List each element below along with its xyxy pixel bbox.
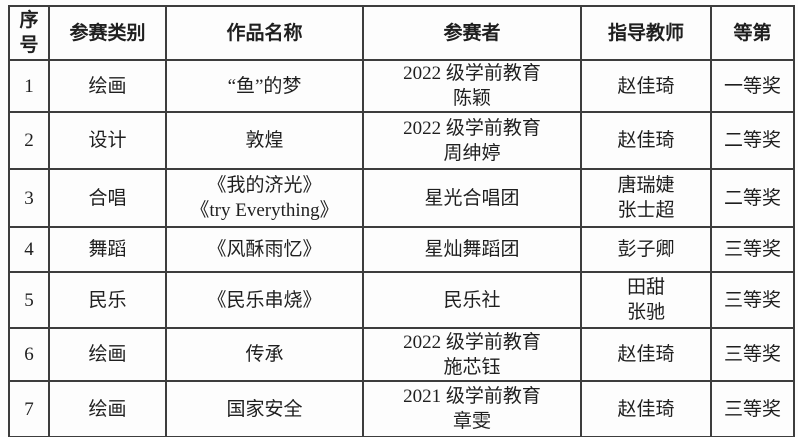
cell-category: 绘画	[48, 380, 167, 437]
cell-participant: 2022 级学前教育 陈颖	[362, 59, 582, 113]
table-row: 3 合唱 《我的济光》 《try Everything》 星光合唱团 唐瑞婕 张士超 二等…	[8, 168, 795, 228]
cell-participant: 2022 级学前教育 施芯钰	[362, 327, 582, 382]
cell-award: 一等奖	[710, 59, 795, 113]
table-row: 1 绘画 “鱼”的梦 2022 级学前教育 陈颖 赵佳琦 一等奖	[8, 59, 795, 113]
cell-award: 二等奖	[710, 168, 795, 228]
cell-participant: 星灿舞蹈团	[362, 226, 582, 273]
cell-award: 三等奖	[710, 327, 795, 382]
table-row: 4 舞蹈 《风酥雨忆》 星灿舞蹈团 彭子卿 三等奖	[8, 226, 795, 273]
table-row: 7 绘画 国家安全 2021 级学前教育 章雯 赵佳琦 三等奖	[8, 380, 795, 437]
cell-work-title: 《风酥雨忆》	[165, 226, 364, 273]
cell-number: 5	[8, 271, 50, 329]
cell-category: 绘画	[48, 59, 167, 113]
cell-teacher: 唐瑞婕 张士超	[580, 168, 712, 228]
cell-award: 三等奖	[710, 380, 795, 437]
cell-number: 6	[8, 327, 50, 382]
cell-number: 7	[8, 380, 50, 437]
cell-participant: 星光合唱团	[362, 168, 582, 228]
cell-award: 三等奖	[710, 271, 795, 329]
awards-table: 序 号 参赛类别 作品名称 参赛者 指导教师 等第 1 绘画 “鱼”的梦 2022 级…	[8, 5, 795, 437]
header-row: 序 号 参赛类别 作品名称 参赛者 指导教师 等第	[8, 5, 795, 61]
cell-teacher: 赵佳琦	[580, 111, 712, 170]
cell-number: 1	[8, 59, 50, 113]
cell-work-title: 《我的济光》 《try Everything》	[165, 168, 364, 228]
table-body: 1 绘画 “鱼”的梦 2022 级学前教育 陈颖 赵佳琦 一等奖 2 设计 敦煌 2022 级学前…	[8, 59, 795, 437]
cell-teacher: 赵佳琦	[580, 327, 712, 382]
cell-category: 绘画	[48, 327, 167, 382]
cell-number: 4	[8, 226, 50, 273]
cell-number: 3	[8, 168, 50, 228]
column-header-category: 参赛类别	[48, 5, 167, 61]
column-header-award: 等第	[710, 5, 795, 61]
cell-category: 民乐	[48, 271, 167, 329]
cell-participant: 2022 级学前教育 周绅婷	[362, 111, 582, 170]
cell-teacher: 田甜 张驰	[580, 271, 712, 329]
cell-work-title: “鱼”的梦	[165, 59, 364, 113]
column-header-participant: 参赛者	[362, 5, 582, 61]
cell-category: 舞蹈	[48, 226, 167, 273]
table-row: 5 民乐 《民乐串烧》 民乐社 田甜 张驰 三等奖	[8, 271, 795, 329]
cell-award: 二等奖	[710, 111, 795, 170]
table-row: 2 设计 敦煌 2022 级学前教育 周绅婷 赵佳琦 二等奖	[8, 111, 795, 170]
cell-teacher: 赵佳琦	[580, 380, 712, 437]
cell-teacher: 赵佳琦	[580, 59, 712, 113]
cell-participant: 民乐社	[362, 271, 582, 329]
cell-category: 合唱	[48, 168, 167, 228]
cell-participant: 2021 级学前教育 章雯	[362, 380, 582, 437]
column-header-teacher: 指导教师	[580, 5, 712, 61]
cell-work-title: 《民乐串烧》	[165, 271, 364, 329]
column-header-number: 序 号	[8, 5, 50, 61]
cell-number: 2	[8, 111, 50, 170]
cell-work-title: 传承	[165, 327, 364, 382]
cell-category: 设计	[48, 111, 167, 170]
cell-award: 三等奖	[710, 226, 795, 273]
cell-work-title: 敦煌	[165, 111, 364, 170]
table-row: 6 绘画 传承 2022 级学前教育 施芯钰 赵佳琦 三等奖	[8, 327, 795, 382]
cell-work-title: 国家安全	[165, 380, 364, 437]
cell-teacher: 彭子卿	[580, 226, 712, 273]
column-header-work-title: 作品名称	[165, 5, 364, 61]
